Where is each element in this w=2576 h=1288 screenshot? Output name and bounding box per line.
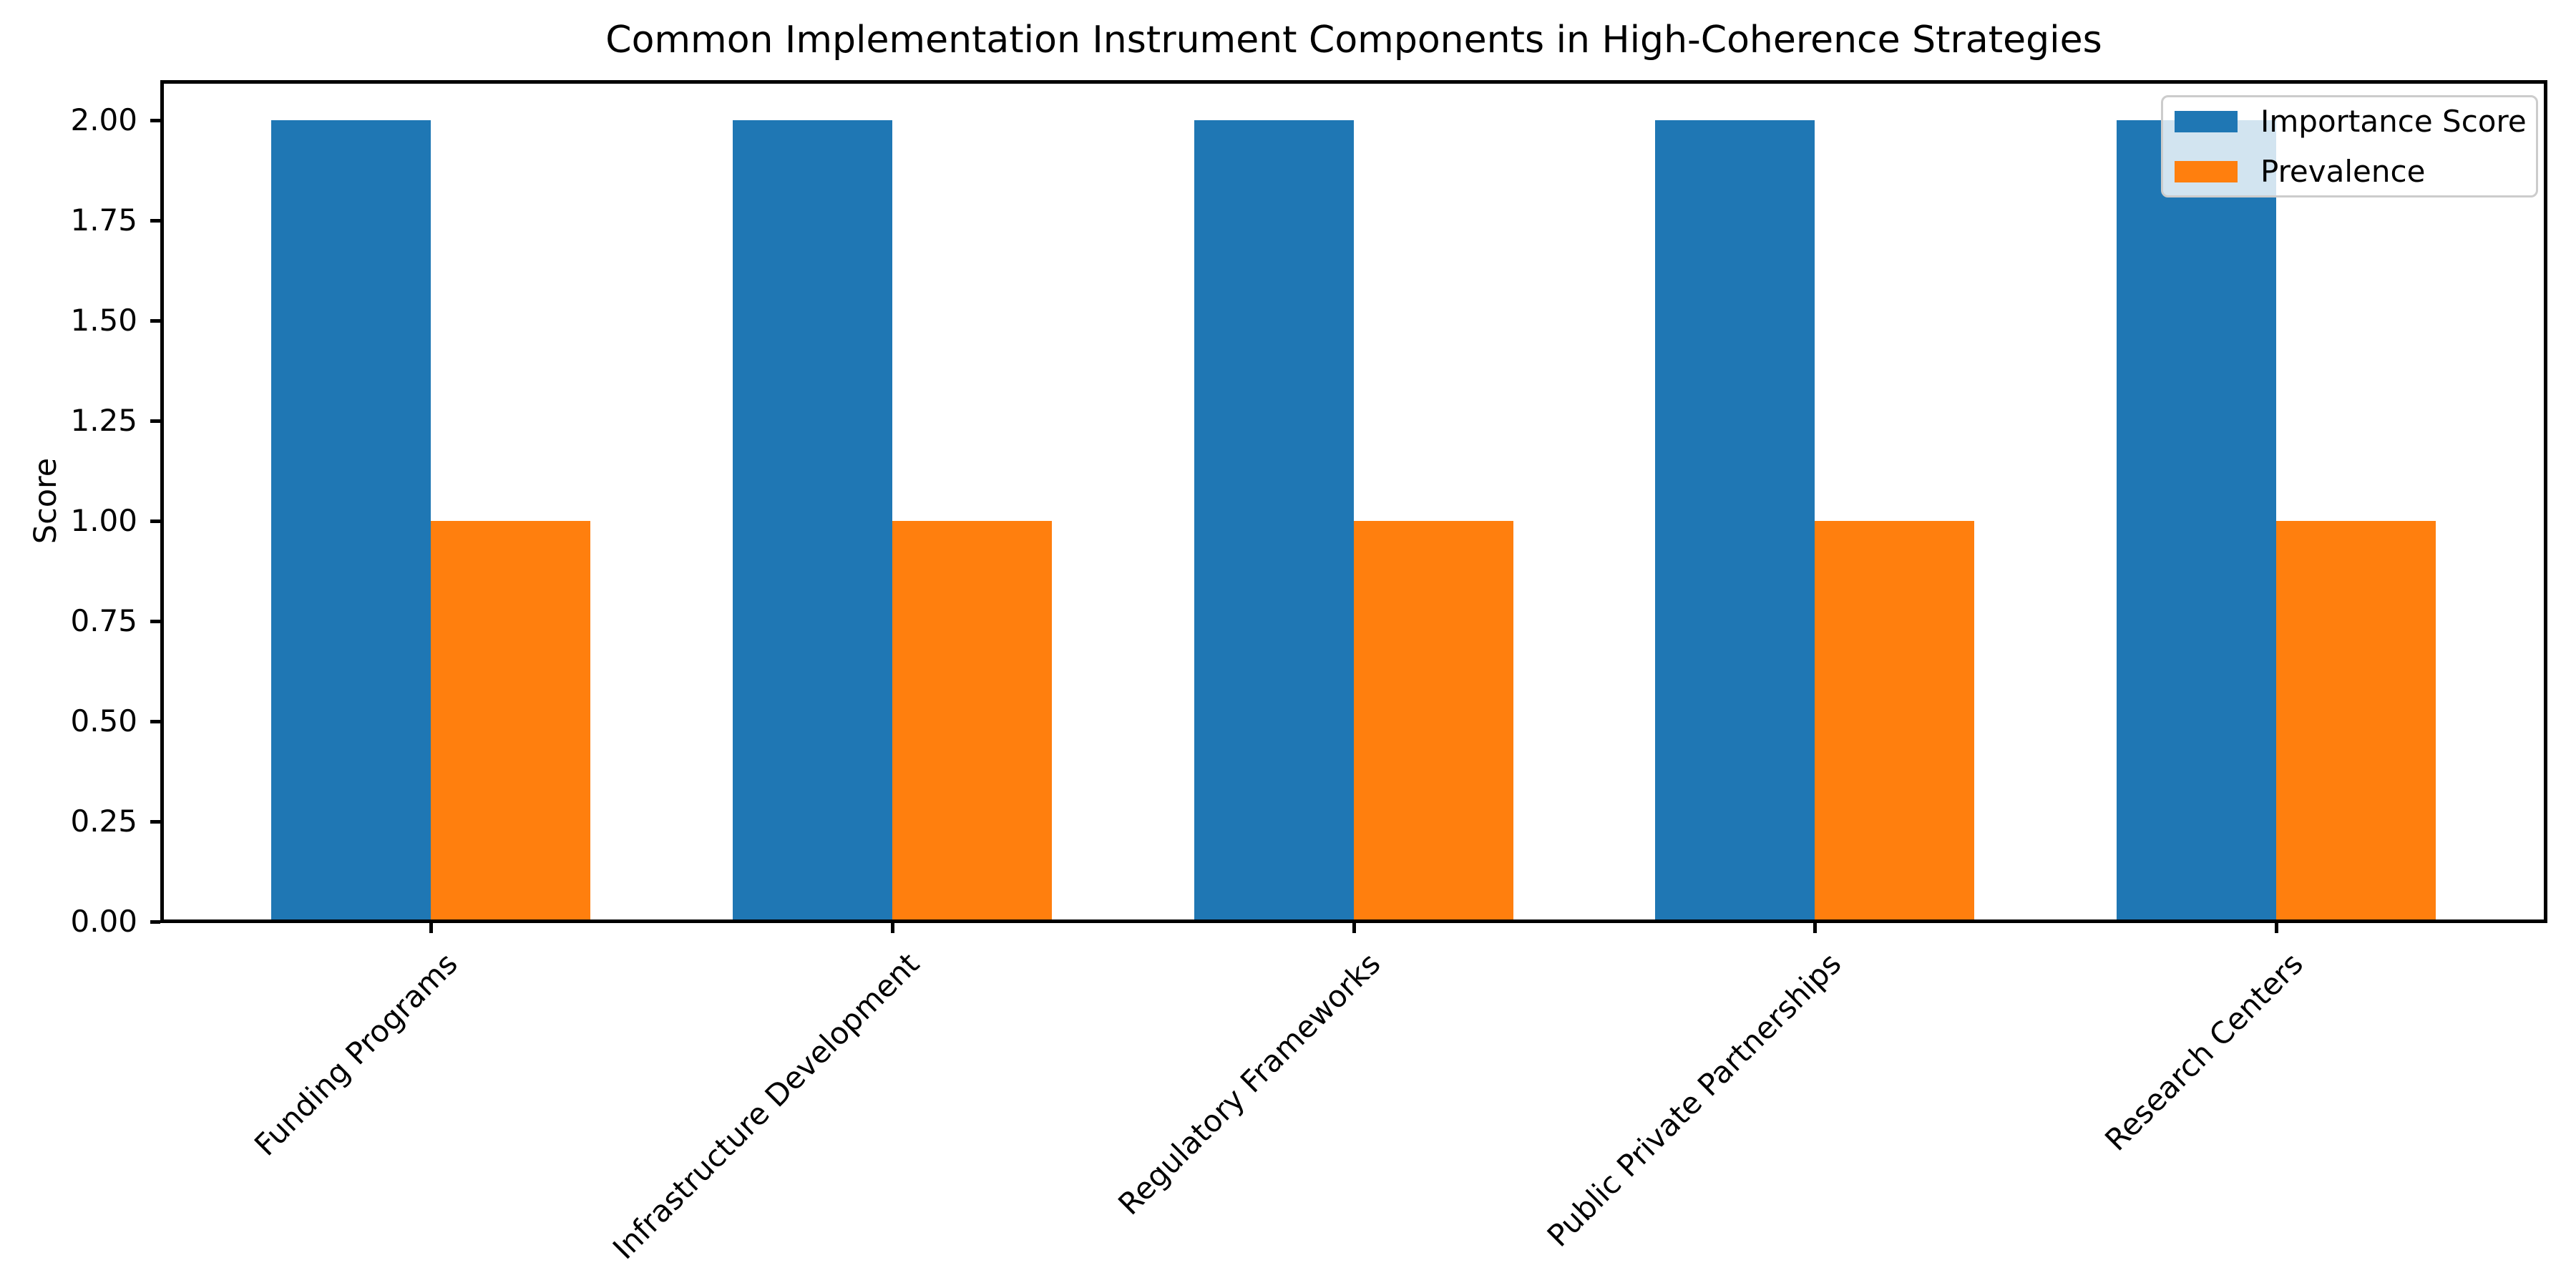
chart-title: Common Implementation Instrument Compone… (605, 19, 2102, 62)
y-tick (150, 219, 160, 223)
y-tick (150, 419, 160, 423)
bar-importance-score-regulatory-frameworks (1194, 120, 1354, 919)
x-tick (429, 923, 433, 933)
y-tick-label: 0.75 (70, 603, 137, 638)
legend-label: Importance Score (2260, 103, 2527, 139)
x-tick-label-research-centers: Research Centers (2097, 946, 2310, 1158)
y-tick (150, 620, 160, 623)
y-tick (150, 519, 160, 523)
bar-importance-score-public-private-partnerships (1655, 120, 1815, 919)
legend-item-prevalence: Prevalence (2175, 153, 2536, 190)
y-tick (150, 319, 160, 323)
bar-prevalence-public-private-partnerships (1815, 521, 1974, 919)
legend-swatch-importance-score (2175, 110, 2238, 132)
bar-importance-score-infrastructure-development (733, 120, 892, 919)
legend-item-importance-score: Importance Score (2175, 103, 2536, 140)
y-tick-label: 2.00 (70, 102, 137, 137)
x-tick (2275, 923, 2278, 933)
x-tick-label-funding-programs: Funding Programs (247, 946, 464, 1163)
y-tick (150, 119, 160, 122)
y-tick (150, 920, 160, 924)
y-tick-label: 1.25 (70, 403, 137, 438)
y-tick-label: 0.25 (70, 804, 137, 839)
y-tick-label: 1.50 (70, 303, 137, 338)
bar-prevalence-infrastructure-development (892, 521, 1052, 919)
bar-prevalence-regulatory-frameworks (1354, 521, 1513, 919)
y-tick-label: 1.75 (70, 203, 137, 238)
bar-prevalence-research-centers (2276, 521, 2436, 919)
y-tick-label: 0.50 (70, 703, 137, 738)
bar-importance-score-research-centers (2117, 120, 2276, 919)
y-tick-label: 1.00 (70, 503, 137, 538)
bar-importance-score-funding-programs (271, 120, 431, 919)
bar-prevalence-funding-programs (431, 521, 590, 919)
legend-label: Prevalence (2260, 153, 2426, 189)
x-tick (1352, 923, 1356, 933)
y-tick (150, 820, 160, 824)
y-tick (150, 720, 160, 723)
x-tick (891, 923, 894, 933)
legend-swatch-prevalence (2175, 160, 2238, 182)
y-tick-label: 0.00 (70, 904, 137, 939)
x-tick-label-infrastructure-development: Infrastructure Development (605, 946, 926, 1267)
x-tick-label-regulatory-frameworks: Regulatory Frameworks (1111, 946, 1387, 1222)
x-tick (1813, 923, 1817, 933)
legend: Importance Score Prevalence (2161, 95, 2538, 197)
x-tick-label-public-private-partnerships: Public Private Partnerships (1540, 946, 1848, 1254)
